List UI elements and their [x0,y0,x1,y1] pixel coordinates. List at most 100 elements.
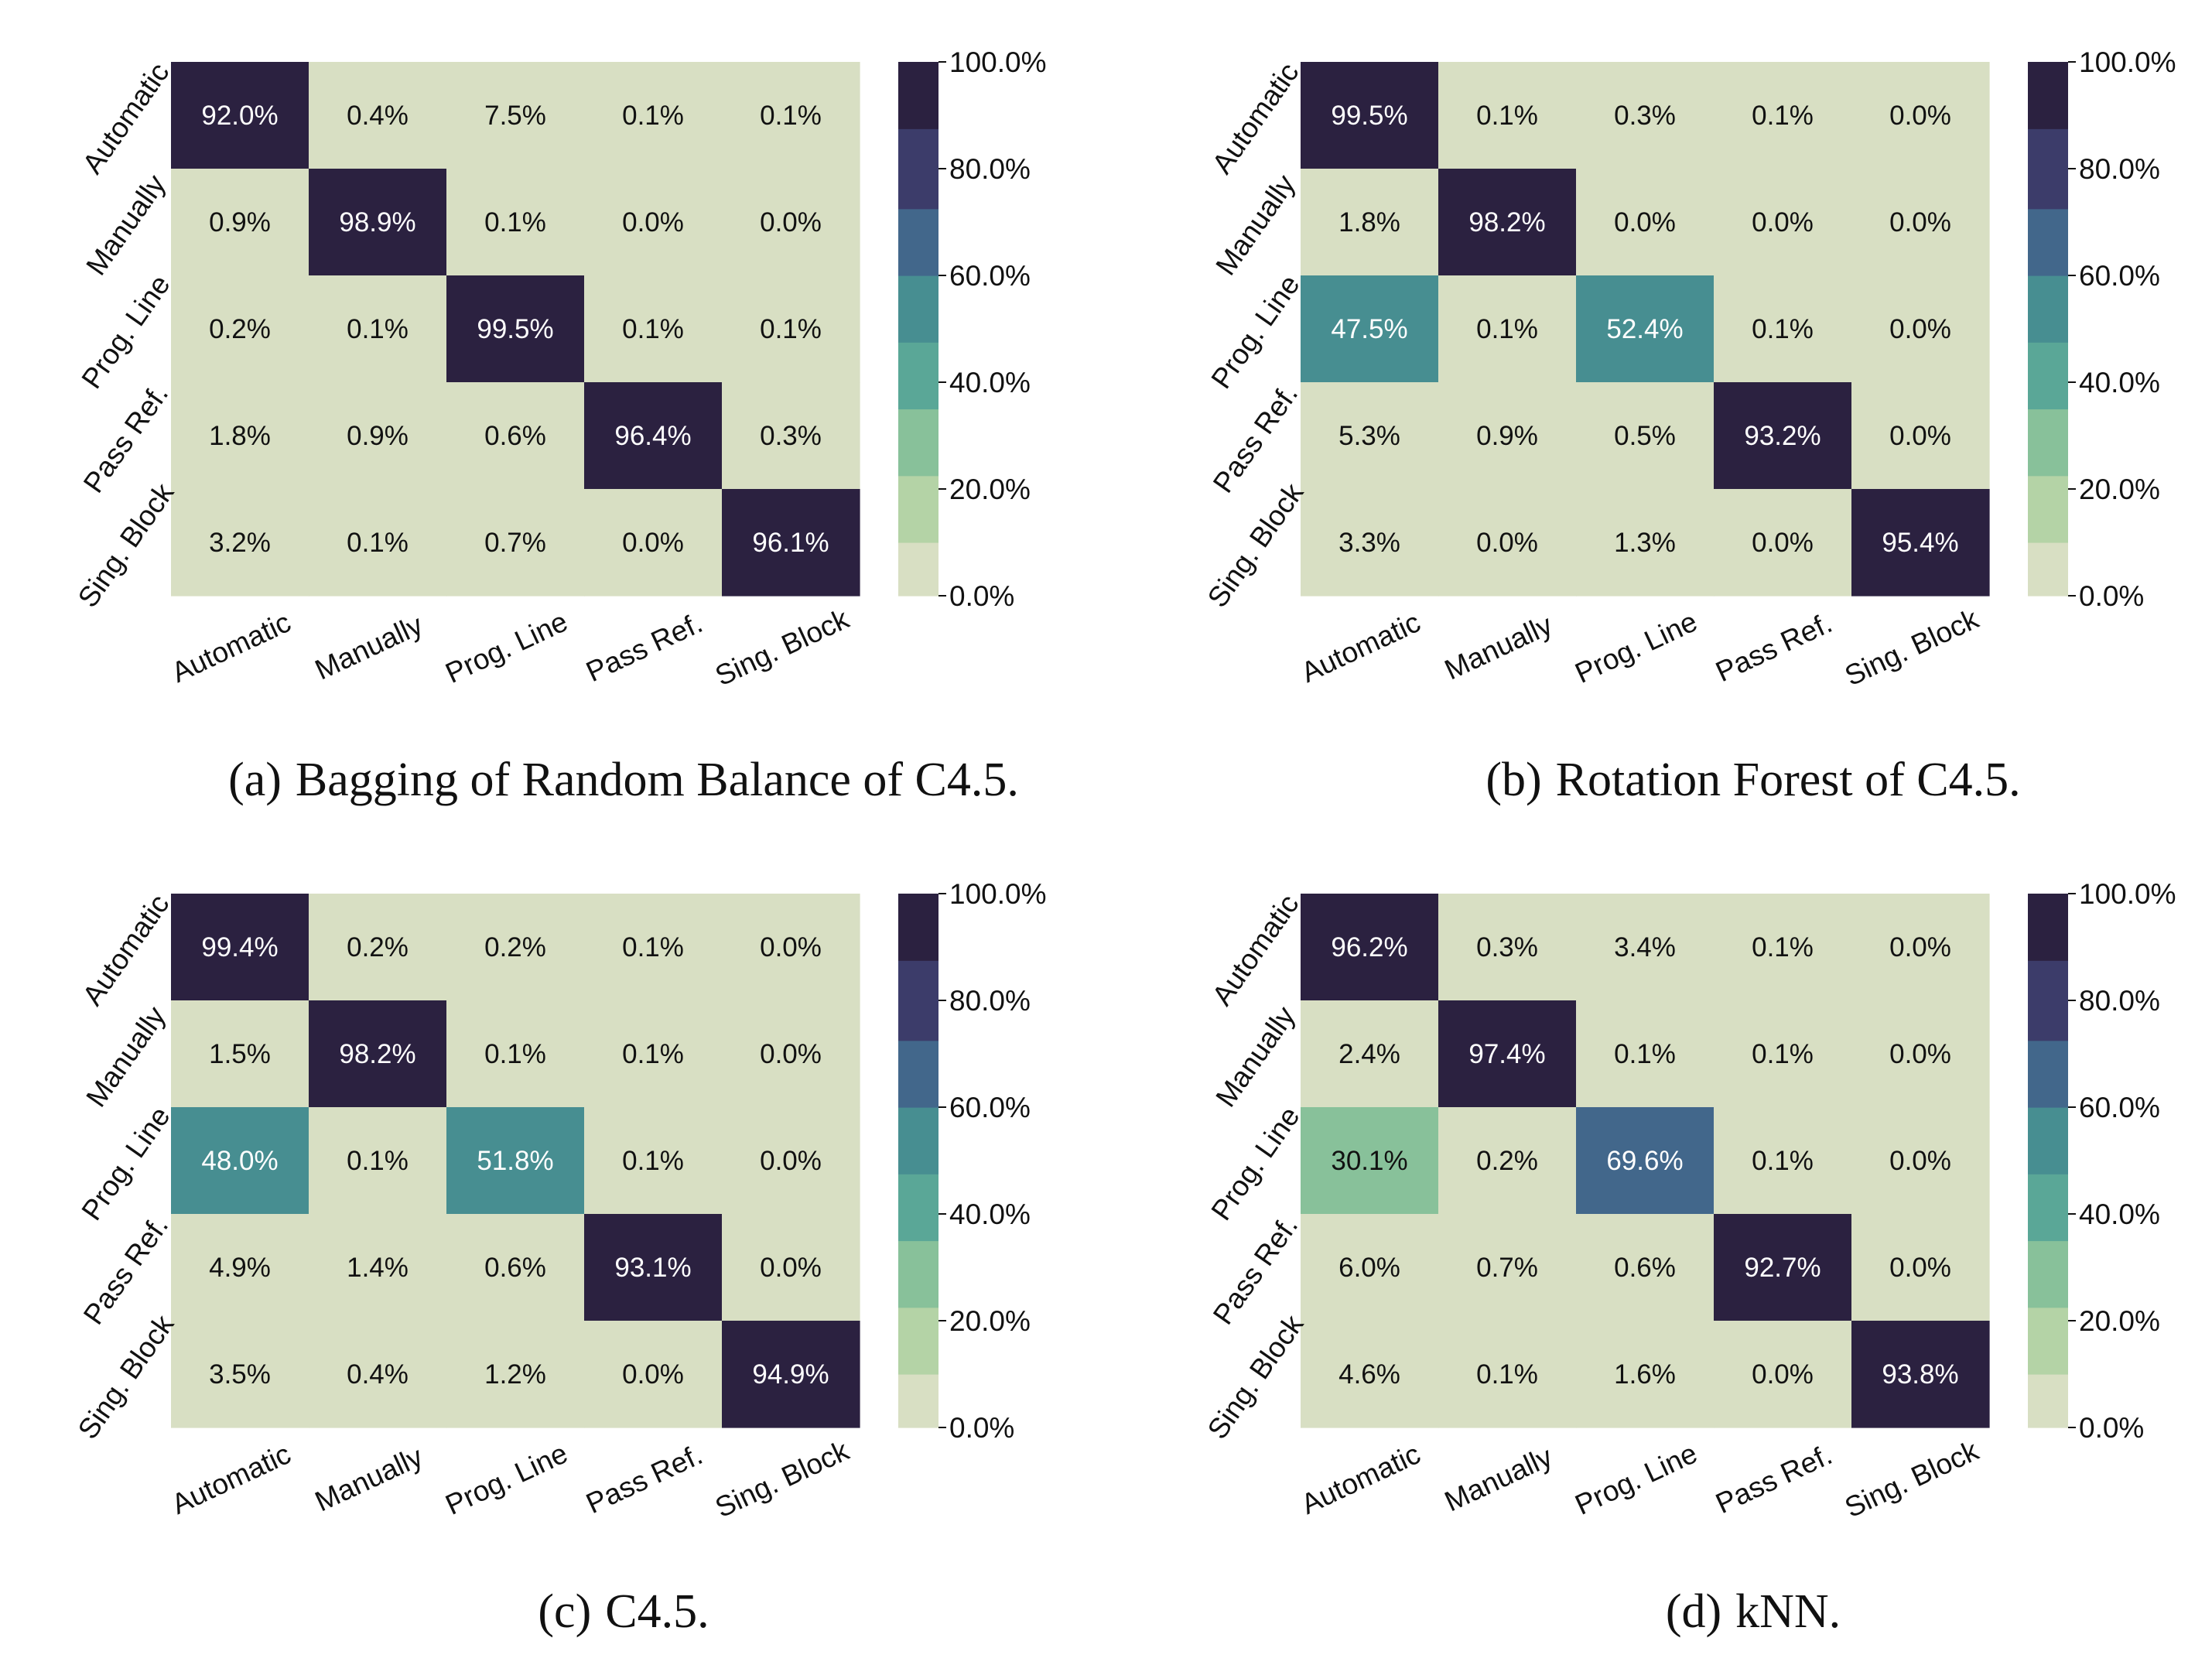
cell-value-label: 0.1% [760,314,822,344]
cell-value-label: 0.0% [1889,1253,1951,1283]
colorbar-tick-label: 20.0% [949,1305,1031,1337]
cell-value-label: 30.1% [1331,1146,1407,1176]
heatmap-cell [1851,1107,1990,1215]
cell-value-label: 0.6% [484,1253,546,1283]
caption-label: (c) [538,1585,591,1638]
row-label-pass-ref: Pass Ref. [77,1210,175,1330]
cell-value-label: 6.0% [1338,1253,1400,1283]
heatmap-cell [1438,489,1577,597]
colorbar-band [2028,1307,2068,1375]
heatmap-cell [584,1321,723,1428]
cell-value-label: 0.0% [1752,528,1814,558]
cell-value-label: 0.2% [209,314,271,344]
heatmap-cell [446,382,585,490]
colorbar-tick-label: 60.0% [2079,1092,2160,1123]
cell-value-label: 92.7% [1744,1253,1821,1283]
cell-value-label: 0.1% [1614,1039,1676,1069]
col-label-sing-block: Sing. Block [710,1434,854,1524]
colorbar: 0.0% 20.0% 40.0% 60.0% 80.0% 100.0% [2028,46,2176,612]
heatmap-cell [1714,382,1852,490]
heatmap-cell [1576,489,1715,597]
cell-value-label: 0.3% [760,421,822,451]
cell-value-label: 0.9% [347,421,409,451]
heatmap-cell [171,169,309,276]
cell-value-label: 0.2% [484,932,546,962]
colorbar-tick-label: 60.0% [2079,260,2160,292]
heatmap-cell [446,62,585,169]
cell-value-label: 0.0% [1889,1039,1951,1069]
cell-value-label: 0.0% [1476,528,1538,558]
colorbar-band [898,1374,938,1428]
colorbar-band [898,960,938,1041]
row-label-manually: Manually [1209,169,1301,281]
colorbar-band [2028,128,2068,210]
cell-value-label: 4.6% [1338,1359,1400,1390]
heatmap-cell [584,382,723,490]
heatmap-cell [584,275,723,383]
cell-value-label: 0.1% [622,1039,684,1069]
col-label-automatic: Automatic [167,1438,296,1520]
heatmap-cell [309,275,447,383]
heatmap-cell [1438,382,1577,490]
heatmap-cell [1576,62,1715,169]
heatmap-cell [1576,1000,1715,1108]
cell-value-label: 0.0% [1889,314,1951,344]
cell-value-label: 0.1% [1752,1039,1814,1069]
cell-value-label: 0.1% [1752,101,1814,131]
row-label-prog-line: Prog. Line [75,1101,176,1226]
heatmap-cell [1438,275,1577,383]
cell-value-label: 0.0% [1752,207,1814,238]
colorbar-band [2028,409,2068,477]
heatmap-panel-2: 99.5% 0.1% 0.3% 0.1% 0.0%1.8% 98.2% 0.0% 0.0% 0.… [1202,46,2176,806]
heatmap-cell [1576,1107,1715,1215]
cell-value-label: 1.5% [209,1039,271,1069]
cell-value-label: 93.1% [614,1253,691,1283]
cell-value-label: 0.7% [1476,1253,1538,1283]
colorbar-band [2028,1107,2068,1174]
heatmap-cell [1438,1000,1577,1108]
cell-value-label: 0.1% [347,314,409,344]
heatmap-panel-4: 96.2% 0.3% 3.4% 0.1% 0.0% 2.4% 97.4% 0.1% 0.1% 0.… [1202,878,2176,1638]
heatmap-cell [446,275,585,383]
row-label-sing-block: Sing. Block [1202,1309,1310,1445]
heatmap-cell [309,62,447,169]
heatmap-cell [1851,489,1990,597]
heatmap-cell [1301,1107,1439,1215]
cell-value-label: 3.2% [209,528,271,558]
cell-value-label: 47.5% [1331,314,1407,344]
cell-value-label: 0.1% [622,101,684,131]
panel-caption: (c) C4.5. [538,1585,709,1638]
colorbar-band [898,1307,938,1375]
cell-value-label: 0.1% [760,101,822,131]
heatmap-cell [722,1321,860,1428]
cell-value-label: 93.8% [1882,1359,1958,1390]
heatmap-cell [309,1321,447,1428]
col-label-pass-ref: Pass Ref. [1711,607,1837,688]
cell-value-label: 1.4% [347,1253,409,1283]
row-label-prog-line: Prog. Line [75,269,176,395]
colorbar: 0.0% 20.0% 40.0% 60.0% 80.0% 100.0% [2028,878,2176,1444]
cell-value-label: 5.3% [1338,421,1400,451]
row-label-automatic: Automatic [77,57,176,179]
colorbar-band [898,208,938,276]
heatmap-cell [1714,489,1852,597]
cell-value-label: 0.0% [1889,1146,1951,1176]
heatmap-cell [1851,1321,1990,1428]
heatmap-cell [1714,1321,1852,1428]
heatmap-cell [722,275,860,383]
heatmap-cell [584,1000,723,1108]
colorbar-tick-label: 80.0% [2079,985,2160,1017]
cell-value-label: 0.0% [760,1253,822,1283]
cell-value-label: 0.0% [760,932,822,962]
cell-value-label: 0.6% [1614,1253,1676,1283]
heatmap-cell [309,1107,447,1215]
colorbar-tick-label: 20.0% [2079,474,2160,505]
cell-value-label: 0.1% [622,932,684,962]
colorbar-band [2028,275,2068,343]
colorbar-band [898,275,938,343]
cell-value-label: 0.1% [1476,101,1538,131]
cell-value-label: 0.0% [1889,207,1951,238]
colorbar-tick-label: 60.0% [949,260,1031,292]
cell-value-label: 51.8% [477,1146,553,1176]
cell-value-label: 2.4% [1338,1039,1400,1069]
